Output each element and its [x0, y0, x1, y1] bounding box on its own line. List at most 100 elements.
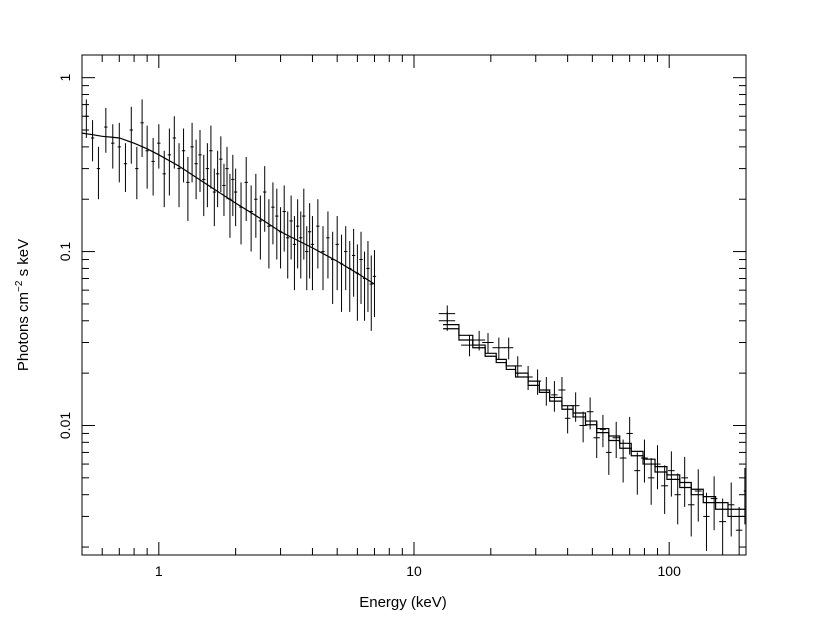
data-point [619, 439, 627, 483]
data-point [129, 106, 133, 164]
data-point [366, 241, 370, 312]
data-point [231, 154, 235, 217]
data-point [228, 173, 232, 238]
hard-band-model [443, 324, 746, 518]
data-point [140, 99, 144, 157]
data-point [743, 467, 746, 525]
model-step-line-2 [443, 328, 746, 518]
hard-band-data [438, 305, 746, 555]
data-point [634, 452, 641, 495]
model-curve [81, 132, 375, 285]
data-point [307, 203, 312, 279]
data-point [335, 216, 339, 291]
data-point [482, 333, 494, 354]
data-point [351, 228, 356, 297]
data-point [186, 156, 190, 221]
data-point [244, 156, 248, 221]
data-point [681, 456, 688, 507]
data-point [295, 199, 300, 269]
data-point [162, 150, 166, 208]
data-point [157, 124, 161, 169]
data-point [348, 241, 352, 312]
y-tick-label: 0.01 [57, 412, 73, 439]
data-point [123, 143, 128, 193]
y-tick-label: 0.1 [57, 242, 73, 262]
data-point [523, 365, 533, 390]
data-point [172, 116, 176, 169]
data-point [222, 163, 226, 217]
data-point [96, 146, 101, 200]
data-point [647, 458, 655, 505]
data-point [299, 211, 303, 279]
data-point [151, 137, 155, 196]
data-point [278, 207, 283, 269]
data-point [167, 128, 172, 196]
data-point [640, 439, 648, 483]
y-axis-label-main: Photons cm [15, 292, 32, 371]
data-point [735, 506, 743, 555]
data-point [198, 130, 202, 193]
y-axis-label-sup: −2 [14, 280, 25, 292]
y-axis-label: Photons cm−2 s keV [14, 239, 32, 371]
data-point [239, 182, 243, 245]
data-point [626, 416, 633, 455]
data-point [710, 476, 718, 531]
data-point [111, 124, 115, 169]
data-point [438, 305, 456, 323]
data-point [225, 146, 229, 200]
data-point [194, 139, 198, 200]
x-tick-label: 1 [155, 563, 163, 579]
data-point [661, 465, 669, 514]
x-tick-label: 10 [406, 563, 422, 579]
data-point [593, 421, 600, 459]
x-tick-label: 100 [658, 563, 682, 579]
x-axis-label: Energy (keV) [359, 594, 447, 611]
soft-band-model [81, 132, 375, 285]
data-point [674, 473, 681, 525]
data-point [275, 188, 279, 260]
data-point [339, 234, 344, 312]
data-point [271, 182, 275, 245]
data-point [104, 107, 108, 153]
data-point [202, 154, 206, 217]
data-point [292, 216, 297, 291]
data-point [316, 199, 320, 269]
data-point [286, 211, 290, 279]
data-point [355, 244, 360, 321]
data-point [330, 231, 335, 304]
data-point [599, 414, 606, 448]
data-point [215, 150, 220, 208]
data-point [258, 195, 263, 260]
data-point [703, 492, 710, 551]
data-point [359, 231, 363, 304]
data-point [84, 99, 88, 138]
data-point [687, 482, 695, 537]
data-point [719, 498, 727, 555]
data-point [668, 451, 675, 497]
data-point [177, 143, 181, 208]
data-point [369, 255, 373, 331]
data-point [117, 122, 121, 183]
data-point [90, 120, 95, 162]
data-point [571, 392, 580, 422]
data-point [579, 411, 587, 443]
soft-band-data [84, 99, 377, 331]
data-point [219, 136, 223, 193]
data-point [181, 128, 186, 183]
data-point [586, 397, 594, 430]
data-point [533, 369, 542, 395]
y-axis-ticks: 0.01 0.1 1 [57, 74, 746, 548]
data-point [362, 251, 367, 321]
data-point [551, 381, 558, 412]
data-point [289, 195, 293, 260]
data-point [302, 188, 306, 260]
data-point [310, 216, 315, 291]
data-point [513, 356, 523, 378]
data-point [326, 211, 330, 279]
data-point [558, 377, 566, 406]
data-point [321, 226, 325, 291]
data-point [190, 122, 194, 183]
data-point [694, 469, 702, 522]
data-point [654, 445, 661, 490]
